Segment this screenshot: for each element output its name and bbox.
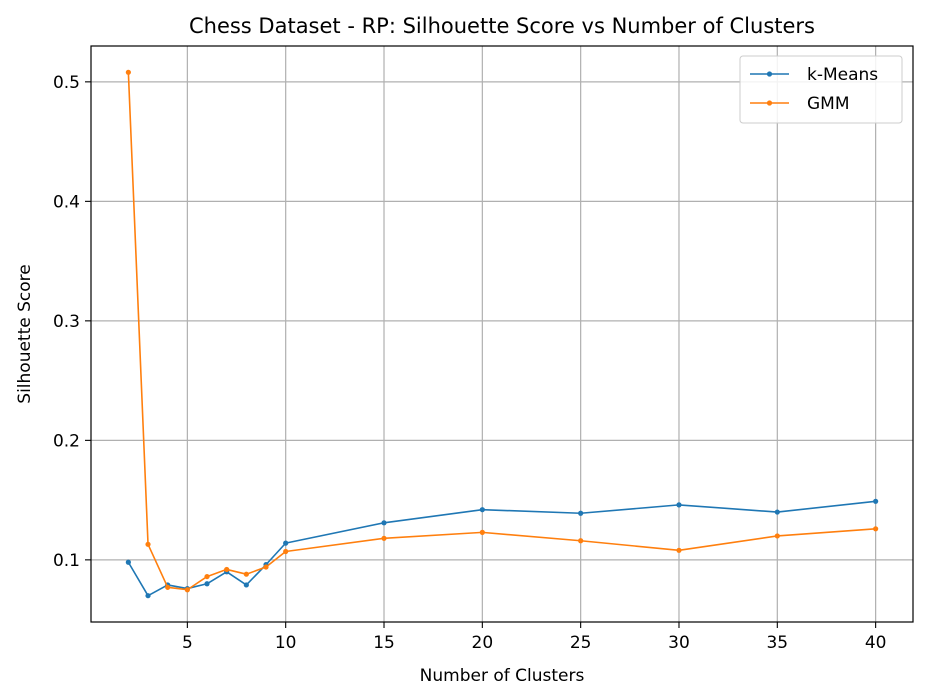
k-means-data-point xyxy=(125,559,131,565)
y-axis-label: Silhouette Score xyxy=(15,264,35,403)
plot-frame xyxy=(90,45,914,623)
gmm-data-point xyxy=(243,571,249,577)
y-tick-label: 0.1 xyxy=(53,551,80,571)
gmm-data-point xyxy=(145,541,151,547)
gmm-data-point xyxy=(204,573,210,580)
x-tick-label: 30 xyxy=(668,633,690,653)
k-means-data-point xyxy=(283,540,289,546)
k-means-data-point xyxy=(774,509,780,515)
y-tick-label: 0.3 xyxy=(53,312,80,332)
chart-title: Chess Dataset - RP: Silhouette Score vs … xyxy=(189,14,815,38)
k-means-data-point xyxy=(381,520,387,526)
x-tick-label: 40 xyxy=(865,633,887,653)
gmm-data-point xyxy=(165,584,171,590)
gmm-data-point xyxy=(479,529,485,535)
gmm-data-point xyxy=(184,587,190,593)
legend: k-Means GMM xyxy=(739,55,903,124)
grid xyxy=(91,46,913,622)
x-tick-label: 25 xyxy=(570,633,592,653)
gmm-legend-label: GMM xyxy=(807,94,850,114)
x-tick-label: 20 xyxy=(472,633,494,653)
k-means-legend-marker xyxy=(766,71,773,77)
gmm-data-point xyxy=(224,566,230,573)
gmm-data-point xyxy=(578,538,584,544)
k-means-data-point xyxy=(676,502,682,508)
x-tick-label: 10 xyxy=(275,633,297,653)
legend-box xyxy=(739,55,903,124)
x-tick-label: 5 xyxy=(182,633,193,653)
gmm-data-point xyxy=(263,564,269,570)
gmm-legend-marker xyxy=(766,100,773,106)
k-means-data-point xyxy=(243,582,249,588)
y-tick-label: 0.4 xyxy=(53,192,80,212)
k-means-data-point xyxy=(578,510,584,516)
gmm-data-point xyxy=(283,548,289,555)
gmm-data-point xyxy=(873,526,879,532)
plot-lines xyxy=(125,69,879,599)
k-means-data-point xyxy=(204,581,210,587)
x-axis-label: Number of Clusters xyxy=(420,666,585,686)
gmm-data-point xyxy=(676,547,682,553)
k-means-legend-label: k-Means xyxy=(807,65,878,85)
axis-ticks: 5 10 15 20 25 30 35 40 0.1 0.2 0.3 0.4 0.5 xyxy=(53,73,887,653)
k-means-data-point xyxy=(479,507,485,513)
y-tick-label: 0.5 xyxy=(53,73,80,93)
x-tick-label: 35 xyxy=(766,633,788,653)
gmm-data-point xyxy=(125,69,131,75)
x-tick-label: 15 xyxy=(373,633,395,653)
k-means-data-point xyxy=(873,498,879,504)
k-means-data-point xyxy=(145,593,151,599)
y-tick-label: 0.2 xyxy=(53,431,80,451)
gmm-data-point xyxy=(381,535,387,541)
gmm-data-point xyxy=(774,533,780,539)
